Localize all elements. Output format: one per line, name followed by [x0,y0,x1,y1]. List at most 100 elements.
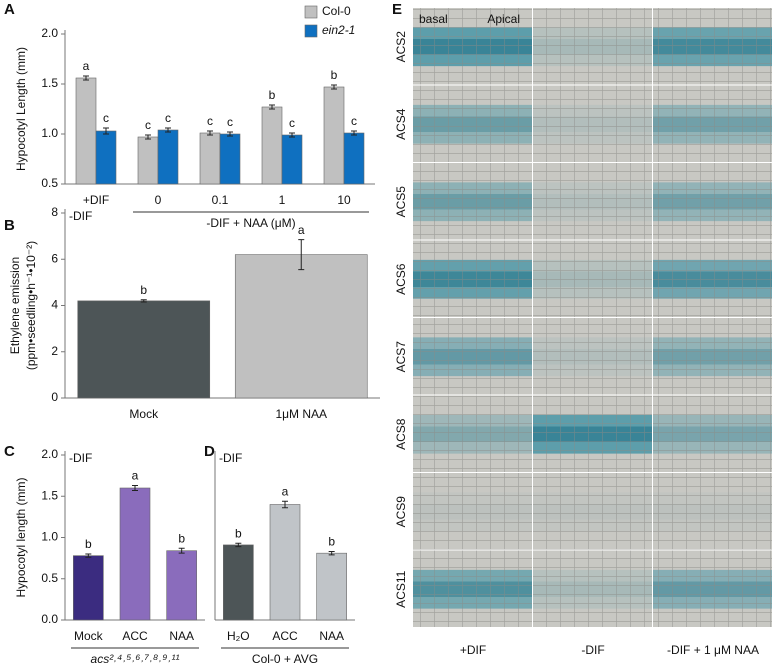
bar [166,550,197,621]
annotation: -DIF [219,451,242,465]
panel-label: B [4,217,15,234]
legend-swatch [304,24,318,38]
error-bar [140,299,147,303]
significance-label: c [227,115,233,129]
x-tick-label: H₂O [227,629,250,643]
bar [157,129,179,185]
row-label: ACS6 [394,263,408,295]
panel-label: C [4,443,15,460]
y-axis-label: Hypocotyl length (mm) [14,477,28,597]
y-tick-label: 8 [51,205,58,219]
cell-texture [533,85,652,162]
bar [234,254,368,399]
row-label: ACS4 [394,108,408,140]
y-tick-label: 0 [51,390,58,404]
annotation: -DIF [69,451,92,465]
cell-texture [533,550,652,627]
significance-label: b [140,283,147,297]
cell-texture [533,163,652,240]
significance-label: b [331,68,338,82]
cell-texture [653,240,772,317]
cell-texture [413,318,532,395]
error-bar [207,130,213,136]
bar [269,504,301,621]
x-axis-label: acs²˒⁴˒⁵˒⁶˒⁷˒⁸˒⁹˒¹¹ [91,652,180,666]
row-label: ACS9 [394,496,408,528]
cell-texture [653,550,772,627]
error-bar [289,132,295,138]
row-label: ACS8 [394,418,408,450]
bar [323,86,345,185]
error-bar [83,75,89,81]
significance-label: c [351,114,357,128]
cell-texture [533,318,652,395]
error-bar [328,551,335,556]
significance-label: a [132,469,139,483]
significance-label: b [85,537,92,551]
error-bar [145,134,151,140]
significance-label: c [145,118,151,132]
cell-texture [413,85,532,162]
error-bar [227,131,233,137]
row-label: ACS7 [394,341,408,373]
cell-texture [653,473,772,550]
x-tick-label: 0 [155,193,162,207]
y-tick-label: 2.0 [41,26,58,40]
x-tick-label: 1 [279,193,286,207]
legend-label: ein2-1 [322,23,355,37]
cell-texture [533,240,652,317]
x-tick-label: ACC [122,629,148,643]
panel-label: E [392,1,402,18]
bar [316,552,347,621]
error-bar [165,127,171,133]
significance-label: c [165,111,171,125]
annotation: -DIF [69,209,92,223]
y-tick-label: 1.5 [41,488,58,502]
y-tick-label: 0.5 [41,176,58,190]
error-bar [298,239,305,271]
bar [281,134,303,185]
cell-texture [653,85,772,162]
panel-label: A [4,1,15,18]
y-tick-label: 4 [51,298,58,312]
x-tick-label: Mock [74,629,104,643]
bar [77,300,211,399]
panel-label: D [204,443,215,460]
cell-texture [533,8,652,85]
significance-label: a [282,484,289,498]
error-bar [282,500,288,509]
x-tick-label: 10 [337,193,351,207]
cell-texture [653,318,772,395]
x-tick-label: +DIF [83,193,109,207]
bar [73,555,104,621]
significance-label: c [103,111,109,125]
column-label: -DIF + 1 μM NAA [667,643,759,657]
error-bar [132,485,138,491]
x-axis-label: -DIF + NAA (μM) [206,216,295,230]
y-axis-label: Hypocotyl Length (mm) [14,47,28,171]
y-tick-label: 1.0 [41,530,58,544]
significance-label: b [178,531,185,545]
bar [137,136,159,185]
cell-texture [413,473,532,550]
y-tick-label: 1.0 [41,126,58,140]
annotation: basal [419,12,448,26]
annotation: Apical [487,12,520,26]
row-label: ACS5 [394,186,408,218]
column-label: +DIF [460,643,486,657]
error-bar [235,542,242,548]
significance-label: c [289,116,295,130]
significance-label: c [207,114,213,128]
x-tick-label: 0.1 [212,193,229,207]
row-label: ACS11 [394,570,408,607]
cell-texture [413,395,532,472]
significance-label: b [235,526,242,540]
bar [219,133,241,185]
cell-texture [533,395,652,472]
significance-label: a [298,223,305,237]
row-label: ACS2 [394,31,408,63]
y-axis-label: Ethylene emission [8,257,22,354]
x-tick-label: Mock [129,407,159,421]
y-tick-label: 2.0 [41,447,58,461]
error-bar [269,104,275,110]
